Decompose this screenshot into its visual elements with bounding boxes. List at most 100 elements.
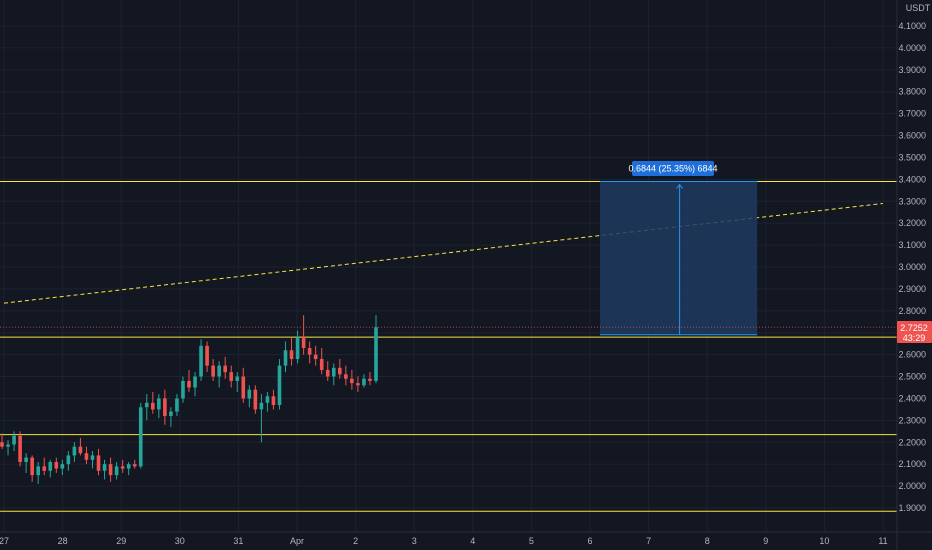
candle-body [289, 350, 294, 360]
time-tick-label: 30 [175, 536, 185, 546]
candle-body [108, 464, 113, 476]
price-tick-label: 2.4000 [898, 393, 926, 403]
price-tick-label: 2.2000 [898, 437, 926, 447]
time-tick-label: 10 [819, 536, 829, 546]
candle-body [144, 402, 149, 408]
candle-body [241, 376, 246, 399]
last-price-tag-bg [897, 321, 932, 343]
candle-body [187, 380, 191, 388]
candle-body [265, 396, 270, 403]
time-tick-label: 3 [412, 536, 417, 546]
price-tick-label: 3.9000 [898, 65, 926, 75]
time-tick-label: 27 [0, 536, 9, 546]
time-tick-label: 8 [705, 536, 710, 546]
measure-arrow-head [676, 183, 683, 189]
candle-body [138, 407, 143, 467]
price-tick-label: 2.8000 [898, 306, 926, 316]
candle-body [325, 369, 330, 377]
candle-body [374, 327, 378, 381]
price-tick-label: 2.5000 [898, 372, 926, 382]
price-tick-label: 3.0000 [898, 262, 926, 272]
measure-tag-text: 0.6844 (25.35%) 6844 [628, 164, 717, 174]
candle-body [96, 455, 101, 471]
price-tick-label: 3.1000 [898, 240, 926, 250]
candles [0, 315, 897, 484]
candle-body [295, 337, 300, 360]
candle-body [175, 398, 179, 412]
time-tick-label: 28 [58, 536, 68, 546]
candle-body [78, 446, 83, 454]
candle-body [12, 435, 16, 445]
candle-body [193, 376, 197, 388]
candle-body [307, 348, 312, 355]
candle-body [132, 464, 137, 467]
candle-body [30, 457, 34, 476]
candle-body [54, 461, 59, 469]
price-tick-label: 4.1000 [898, 21, 926, 31]
candle-body [181, 380, 185, 399]
time-tick-label: 29 [116, 536, 126, 546]
time-tick-label: 6 [587, 536, 592, 546]
candle-body [150, 402, 155, 410]
measure-box [600, 181, 758, 335]
candle-body [301, 337, 306, 349]
candle-body [157, 398, 161, 410]
price-tick-label: 3.6000 [898, 131, 926, 141]
price-tick-label: 3.3000 [898, 196, 926, 206]
candle-body [235, 376, 240, 381]
candle-body [362, 378, 366, 386]
candle-body [247, 389, 252, 399]
measure-tag: 0.6844 (25.35%) 6844 [628, 161, 718, 176]
price-tick-label: 2.3000 [898, 415, 926, 425]
candle-body [66, 455, 71, 465]
price-tick-label: 3.4000 [898, 174, 926, 184]
candle-body [42, 466, 47, 471]
candle-body [199, 345, 203, 377]
bar-countdown: 43:29 [903, 333, 926, 343]
candle-body [120, 466, 125, 469]
candle-body [211, 365, 215, 377]
time-tick-label: 31 [233, 536, 243, 546]
candle-body [169, 411, 173, 416]
currency-label-group: USDT [906, 3, 931, 13]
candle-body [6, 444, 10, 447]
candle-body [90, 455, 95, 460]
candle-body [223, 365, 228, 373]
candle-body [337, 367, 342, 375]
candle-body [126, 464, 131, 469]
candle-body [102, 464, 107, 471]
last-price-value: 2.7252 [900, 323, 928, 333]
price-tick-label: 1.9000 [898, 503, 926, 513]
price-tick-label: 3.5000 [898, 152, 926, 162]
candle-body [36, 466, 41, 476]
price-tick-label: 2.0000 [898, 481, 926, 491]
candle-body [283, 350, 288, 366]
candle-body [24, 457, 28, 462]
candle-body [163, 398, 167, 416]
price-tick-label: 2.9000 [898, 284, 926, 294]
candle-body [48, 461, 53, 471]
price-tick-label: 3.7000 [898, 109, 926, 119]
time-tick-label: Apr [290, 536, 304, 546]
support-resistance-levels[interactable] [0, 181, 897, 512]
candle-body [331, 367, 336, 377]
price-range-measure[interactable] [600, 181, 758, 336]
candle-body [344, 374, 348, 379]
time-tick-label: 9 [763, 536, 768, 546]
candle-body [253, 389, 258, 410]
time-axis[interactable]: 27 28 29 30 31 Apr 2 3 4 5 6 7 8 9 10 11 [0, 536, 888, 546]
time-tick-label: 2 [353, 536, 358, 546]
time-tick-label: 5 [529, 536, 534, 546]
candle-body [356, 383, 360, 386]
last-price-tag: 2.7252 43:29 [897, 321, 932, 343]
time-tick-label: 11 [878, 536, 887, 546]
time-tick-label: 4 [470, 536, 475, 546]
candle-body [72, 446, 77, 456]
candle-body [229, 372, 234, 381]
candle-body [313, 354, 318, 360]
candle-body [368, 378, 372, 381]
price-tick-label: 2.1000 [898, 459, 926, 469]
